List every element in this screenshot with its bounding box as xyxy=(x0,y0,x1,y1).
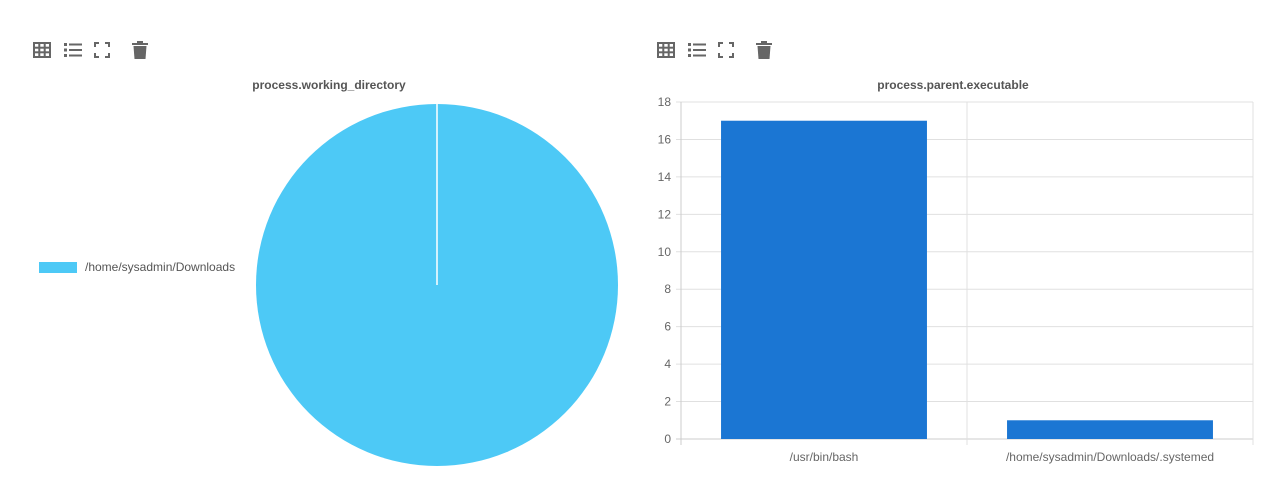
legend-label: /home/sysadmin/Downloads xyxy=(85,260,236,274)
legend-swatch xyxy=(39,261,77,273)
trash-icon[interactable] xyxy=(129,38,151,62)
chart-title: process.parent.executable xyxy=(877,78,1029,92)
pie-chart xyxy=(256,104,618,466)
bar[interactable] xyxy=(721,120,927,439)
table-icon[interactable] xyxy=(655,38,677,62)
y-tick-label: 10 xyxy=(658,245,672,259)
pie-chart-panel: process.working_directory /home/sysadmin… xyxy=(31,38,618,466)
trash-icon[interactable] xyxy=(753,38,775,62)
bar-chart: 0 2 4 6 8 10 12 14 16 18/usr/bin/bash/home/sysadm… xyxy=(658,95,1254,464)
x-tick-label: /home/sysadmin/Downloads/.systemed xyxy=(1006,450,1214,464)
table-icon[interactable] xyxy=(31,38,53,62)
list-icon[interactable] xyxy=(686,38,708,62)
bar-chart-panel: process.parent.executable 0 2 4 6 8 10 12 14 16 1… xyxy=(639,0,1278,497)
bar[interactable] xyxy=(1007,420,1213,439)
y-tick-label: 16 xyxy=(658,132,672,146)
fullscreen-icon[interactable] xyxy=(715,38,737,62)
chart-title: process.working_directory xyxy=(252,78,406,92)
y-tick-label: 6 xyxy=(664,320,671,334)
y-tick-label: 18 xyxy=(658,95,672,109)
fullscreen-icon[interactable] xyxy=(91,38,113,62)
y-tick-label: 4 xyxy=(664,357,671,371)
x-tick-label: /usr/bin/bash xyxy=(790,450,859,464)
y-tick-label: 8 xyxy=(664,282,671,296)
y-tick-label: 0 xyxy=(664,432,671,446)
y-tick-label: 12 xyxy=(658,207,672,221)
y-tick-label: 14 xyxy=(658,170,672,184)
y-tick-label: 2 xyxy=(664,395,671,409)
list-icon[interactable] xyxy=(62,38,84,62)
legend-item[interactable]: /home/sysadmin/Downloads xyxy=(39,260,235,274)
